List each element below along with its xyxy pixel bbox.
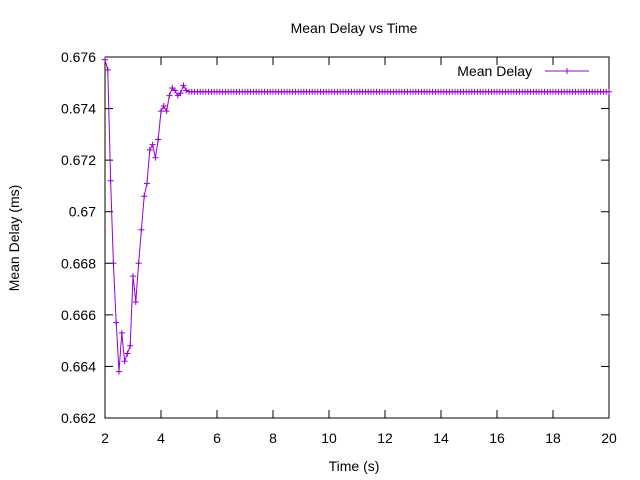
legend: Mean Delay (457, 63, 589, 79)
data-point (155, 136, 162, 143)
data-point (107, 177, 114, 184)
legend-label: Mean Delay (457, 63, 532, 79)
data-point (152, 154, 159, 161)
data-point (158, 108, 164, 115)
data-point (160, 102, 167, 109)
data-point (104, 66, 111, 73)
y-tick-label: 0.662 (61, 410, 96, 426)
data-point (127, 342, 134, 349)
data-point (180, 82, 187, 89)
data-point (146, 146, 153, 153)
x-tick-label: 18 (545, 430, 561, 446)
y-tick-label: 0.668 (61, 255, 96, 271)
data-point (163, 108, 170, 115)
x-tick-label: 20 (601, 430, 617, 446)
x-tick-label: 12 (377, 430, 393, 446)
data-point (135, 260, 142, 267)
x-tick-label: 6 (213, 430, 221, 446)
data-point (183, 87, 190, 94)
legend-sample (545, 68, 589, 74)
x-tick-label: 8 (269, 430, 277, 446)
y-axis: 0.662 0.664 0.666 0.668 0.67 0.672 0.674 0.676 (61, 49, 609, 426)
data-point (606, 88, 612, 95)
series-line (104, 59, 609, 372)
data-point (141, 193, 148, 200)
x-axis-title: Time (s) (329, 458, 380, 474)
data-point (166, 92, 173, 99)
x-tick-label: 10 (321, 430, 337, 446)
data-point (116, 368, 122, 375)
y-tick-label: 0.674 (61, 101, 96, 117)
y-tick-label: 0.672 (61, 152, 96, 168)
data-point (121, 358, 128, 365)
data-point (177, 90, 184, 97)
data-point (132, 298, 139, 305)
chart-title: Mean Delay vs Time (291, 20, 418, 36)
data-point (138, 226, 145, 233)
data-point (130, 273, 136, 280)
x-tick-label: 2 (101, 430, 109, 446)
data-point (169, 84, 176, 91)
data-point (124, 350, 131, 357)
data-point (149, 141, 156, 148)
data-point (113, 319, 120, 326)
x-tick-label: 16 (489, 430, 505, 446)
legend-marker (564, 68, 570, 74)
data-point (118, 329, 125, 336)
y-axis-title: Mean Delay (ms) (6, 185, 22, 292)
data-point (102, 56, 108, 63)
y-tick-label: 0.664 (61, 358, 96, 374)
x-axis: 2 4 6 8 10 12 14 16 18 20 (101, 57, 617, 446)
plot-frame (104, 56, 610, 419)
data-point (172, 87, 178, 94)
series-mean-delay (102, 56, 612, 375)
y-tick-label: 0.666 (61, 307, 96, 323)
y-tick-label: 0.67 (69, 204, 96, 220)
y-tick-label: 0.676 (61, 49, 96, 65)
x-tick-label: 4 (157, 430, 165, 446)
data-point (110, 260, 117, 267)
data-point (144, 180, 150, 187)
x-tick-label: 14 (433, 430, 449, 446)
data-point (174, 92, 181, 99)
